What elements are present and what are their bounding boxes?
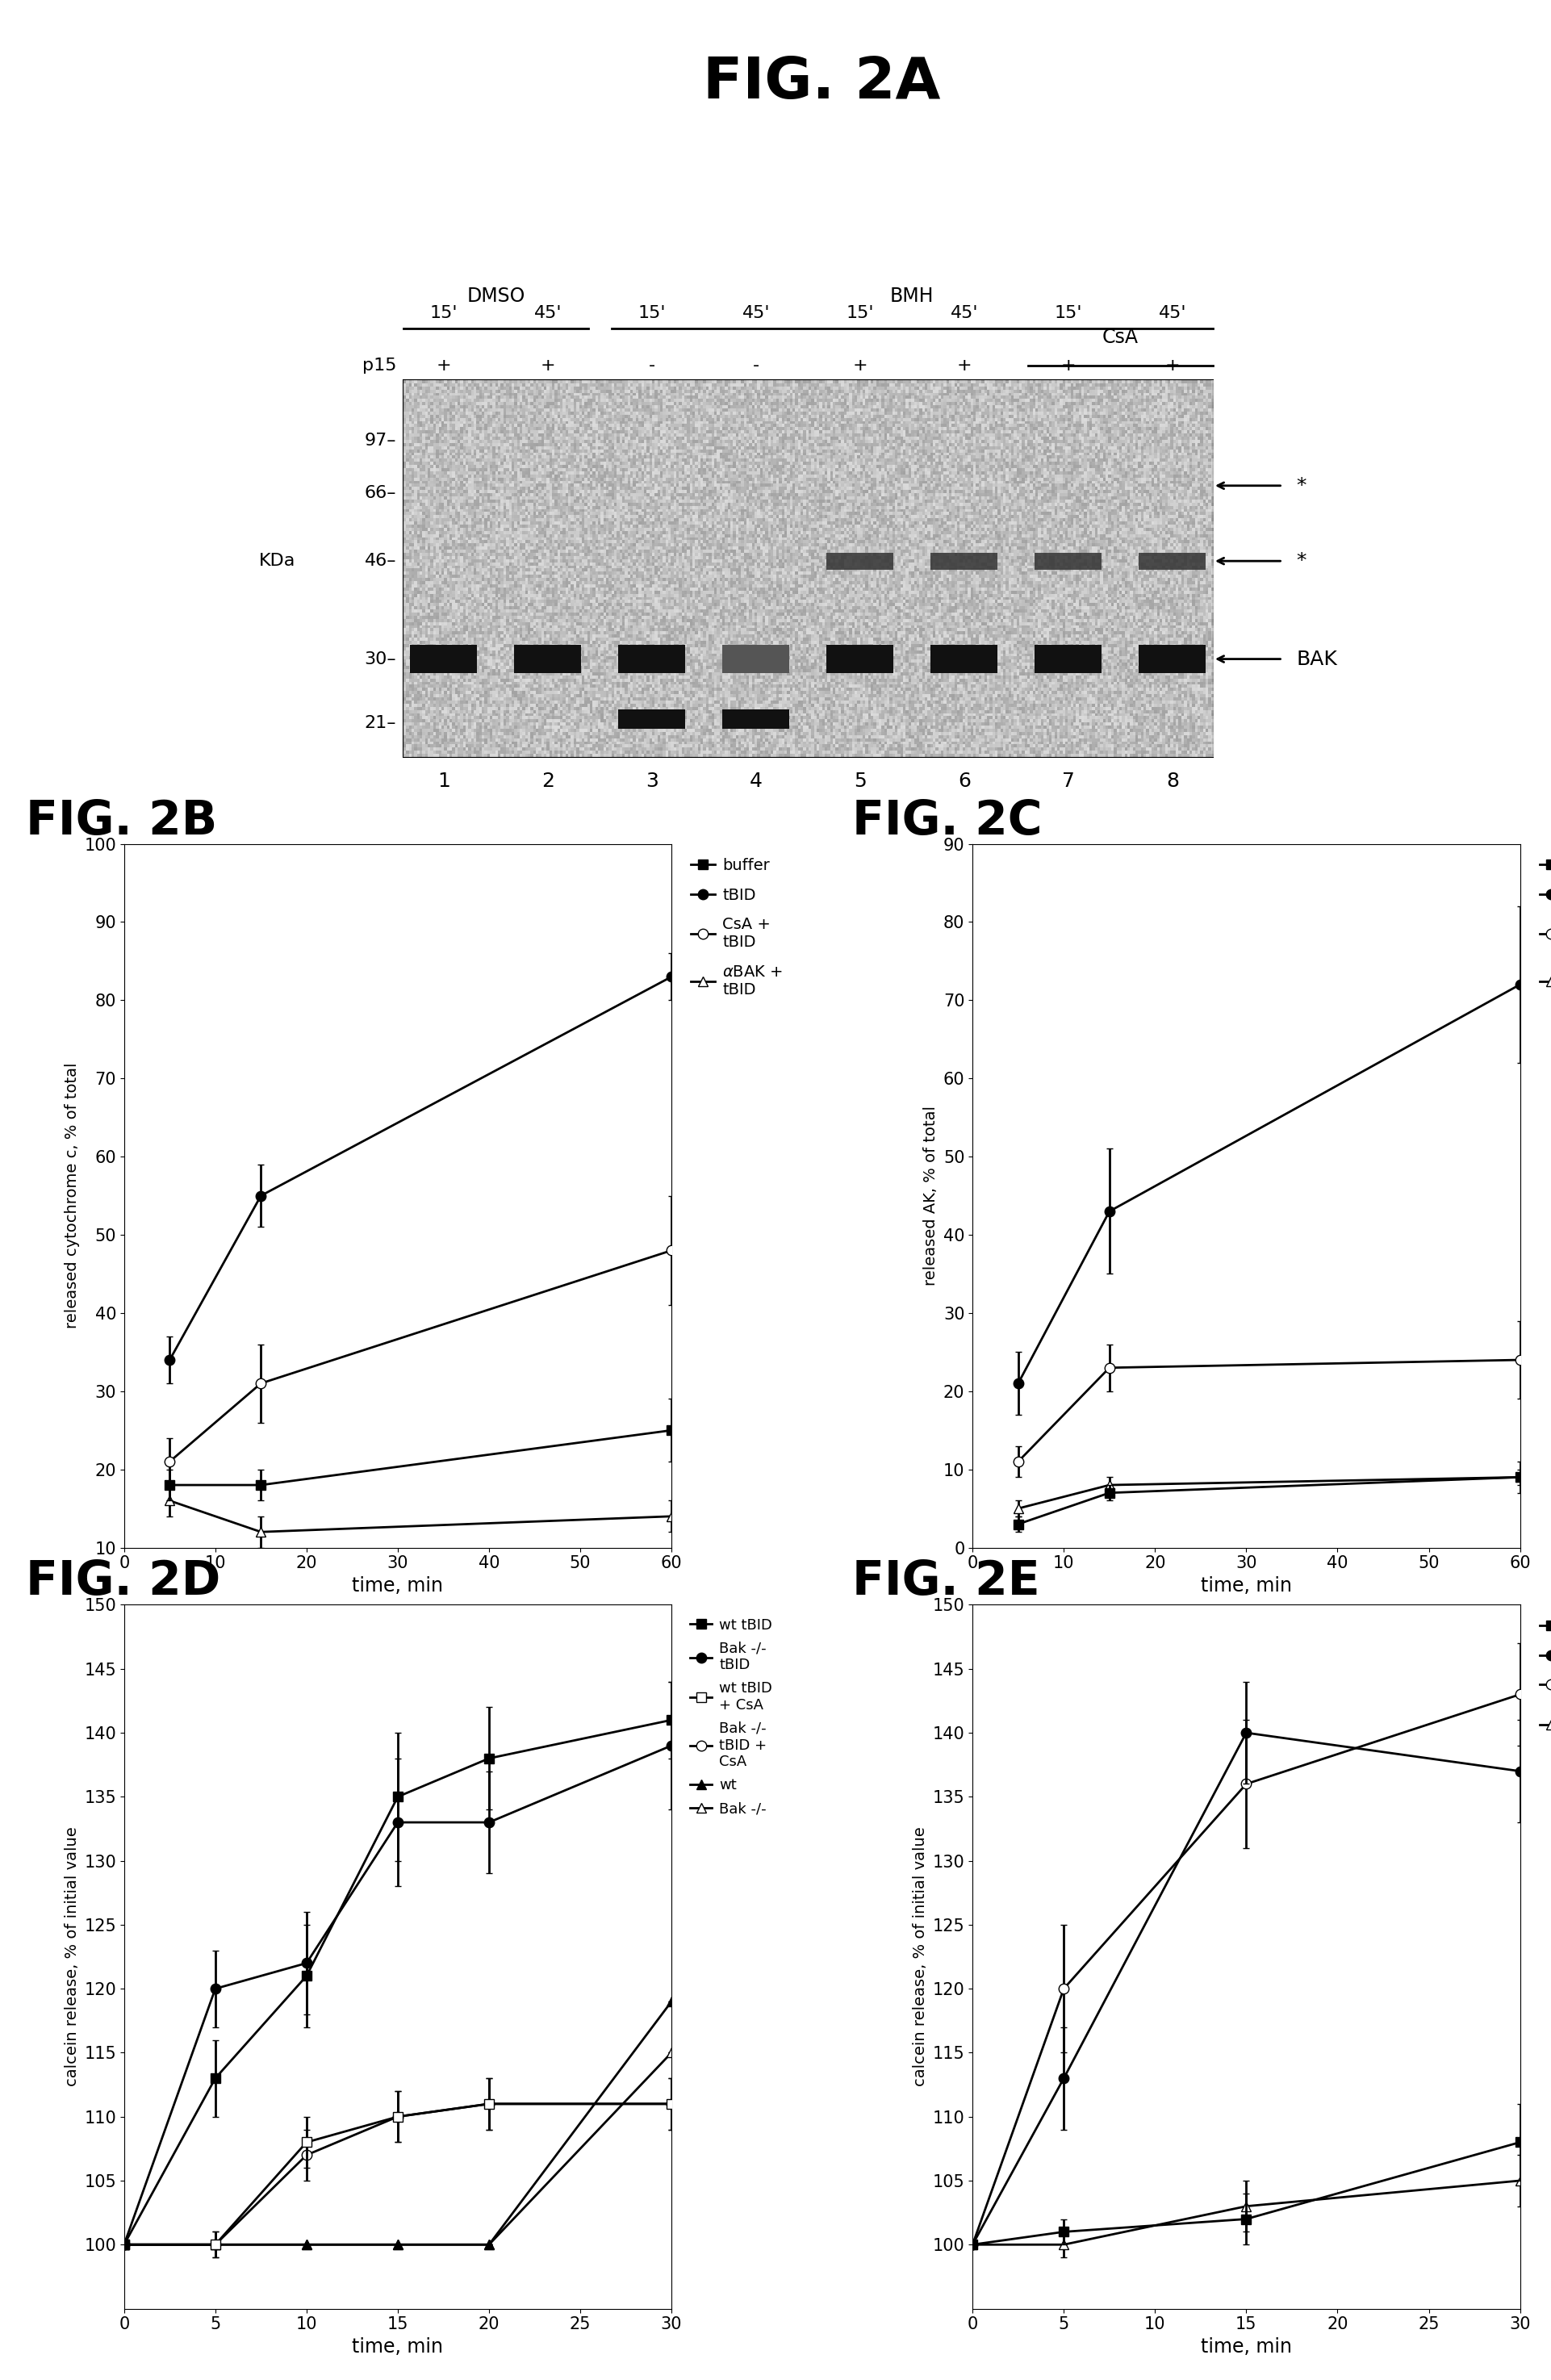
Text: FIG. 2B: FIG. 2B [25,797,217,845]
Text: *: * [1297,552,1306,571]
Text: BAK: BAK [1297,650,1337,669]
Bar [619,709,686,728]
Text: 46–: 46– [364,552,397,569]
Text: 4: 4 [749,771,763,790]
Text: KDa: KDa [259,552,296,569]
Legend: wt tBID, Bak -/-
tBID, wt tBID
+ CsA, Bak -/-
tBID +
CsA, wt, Bak -/-: wt tBID, Bak -/- tBID, wt tBID + CsA, Ba… [684,1611,779,1821]
Bar [1035,552,1101,569]
Text: +: + [1061,357,1076,374]
Text: *: * [1297,476,1306,495]
Text: 66–: 66– [364,486,397,502]
Text: 45': 45' [534,305,561,321]
Text: 15': 15' [430,305,458,321]
Y-axis label: calcein release, % of initial value: calcein release, % of initial value [64,1828,79,2087]
Bar [619,645,686,674]
Text: 45': 45' [951,305,979,321]
X-axis label: time, min: time, min [1200,2337,1292,2356]
Text: -: - [752,357,760,374]
Legend: buffer, BID, G94E BID, CsA +
G94E BID: buffer, BID, G94E BID, CsA + G94E BID [1534,1614,1551,1747]
Text: FIG. 2C: FIG. 2C [851,797,1042,845]
Text: 6: 6 [959,771,971,790]
Text: BMH: BMH [890,288,934,307]
Text: FIG. 2A: FIG. 2A [703,55,941,112]
Text: p15: p15 [361,357,397,374]
Bar [1138,645,1207,674]
Y-axis label: released cytochrome c, % of total: released cytochrome c, % of total [64,1064,79,1328]
Text: 2: 2 [541,771,554,790]
Bar [827,645,893,674]
Text: 7: 7 [1062,771,1075,790]
Bar [1138,552,1207,569]
Text: 45': 45' [1159,305,1187,321]
Bar [723,645,789,674]
Text: +: + [540,357,555,374]
Text: 45': 45' [741,305,769,321]
Text: 8: 8 [1166,771,1179,790]
Text: 15': 15' [1055,305,1083,321]
Text: FIG. 2D: FIG. 2D [25,1559,220,1604]
Text: +: + [957,357,972,374]
Text: +: + [1165,357,1180,374]
Y-axis label: calcein release, % of initial value: calcein release, % of initial value [914,1828,927,2087]
Bar [827,552,893,569]
Text: 5: 5 [853,771,867,790]
Bar [409,645,478,674]
Text: 21–: 21– [364,714,397,731]
Legend: buffer, tBID, CsA +
tBID, $\alpha$BAK +
tBID: buffer, tBID, CsA + tBID, $\alpha$BAK + … [1534,852,1551,1004]
Bar [723,709,789,728]
Bar [515,645,582,674]
Bar [1035,645,1101,674]
Text: FIG. 2E: FIG. 2E [851,1559,1039,1604]
X-axis label: time, min: time, min [352,2337,444,2356]
Text: 30–: 30– [364,652,397,666]
Text: +: + [853,357,867,374]
Bar [931,552,997,569]
Text: -: - [648,357,655,374]
Text: 97–: 97– [364,433,397,447]
Text: +: + [436,357,451,374]
Text: 1: 1 [437,771,450,790]
Y-axis label: released AK, % of total: released AK, % of total [923,1107,938,1285]
Text: 15': 15' [847,305,875,321]
Bar [931,645,997,674]
Legend: buffer, tBID, CsA +
tBID, $\alpha$BAK +
tBID: buffer, tBID, CsA + tBID, $\alpha$BAK + … [686,852,789,1004]
Text: 3: 3 [645,771,658,790]
Text: 15': 15' [637,305,665,321]
Text: DMSO: DMSO [467,288,524,307]
X-axis label: time, min: time, min [352,1576,444,1595]
X-axis label: time, min: time, min [1200,1576,1292,1595]
Text: CsA: CsA [1103,328,1138,347]
